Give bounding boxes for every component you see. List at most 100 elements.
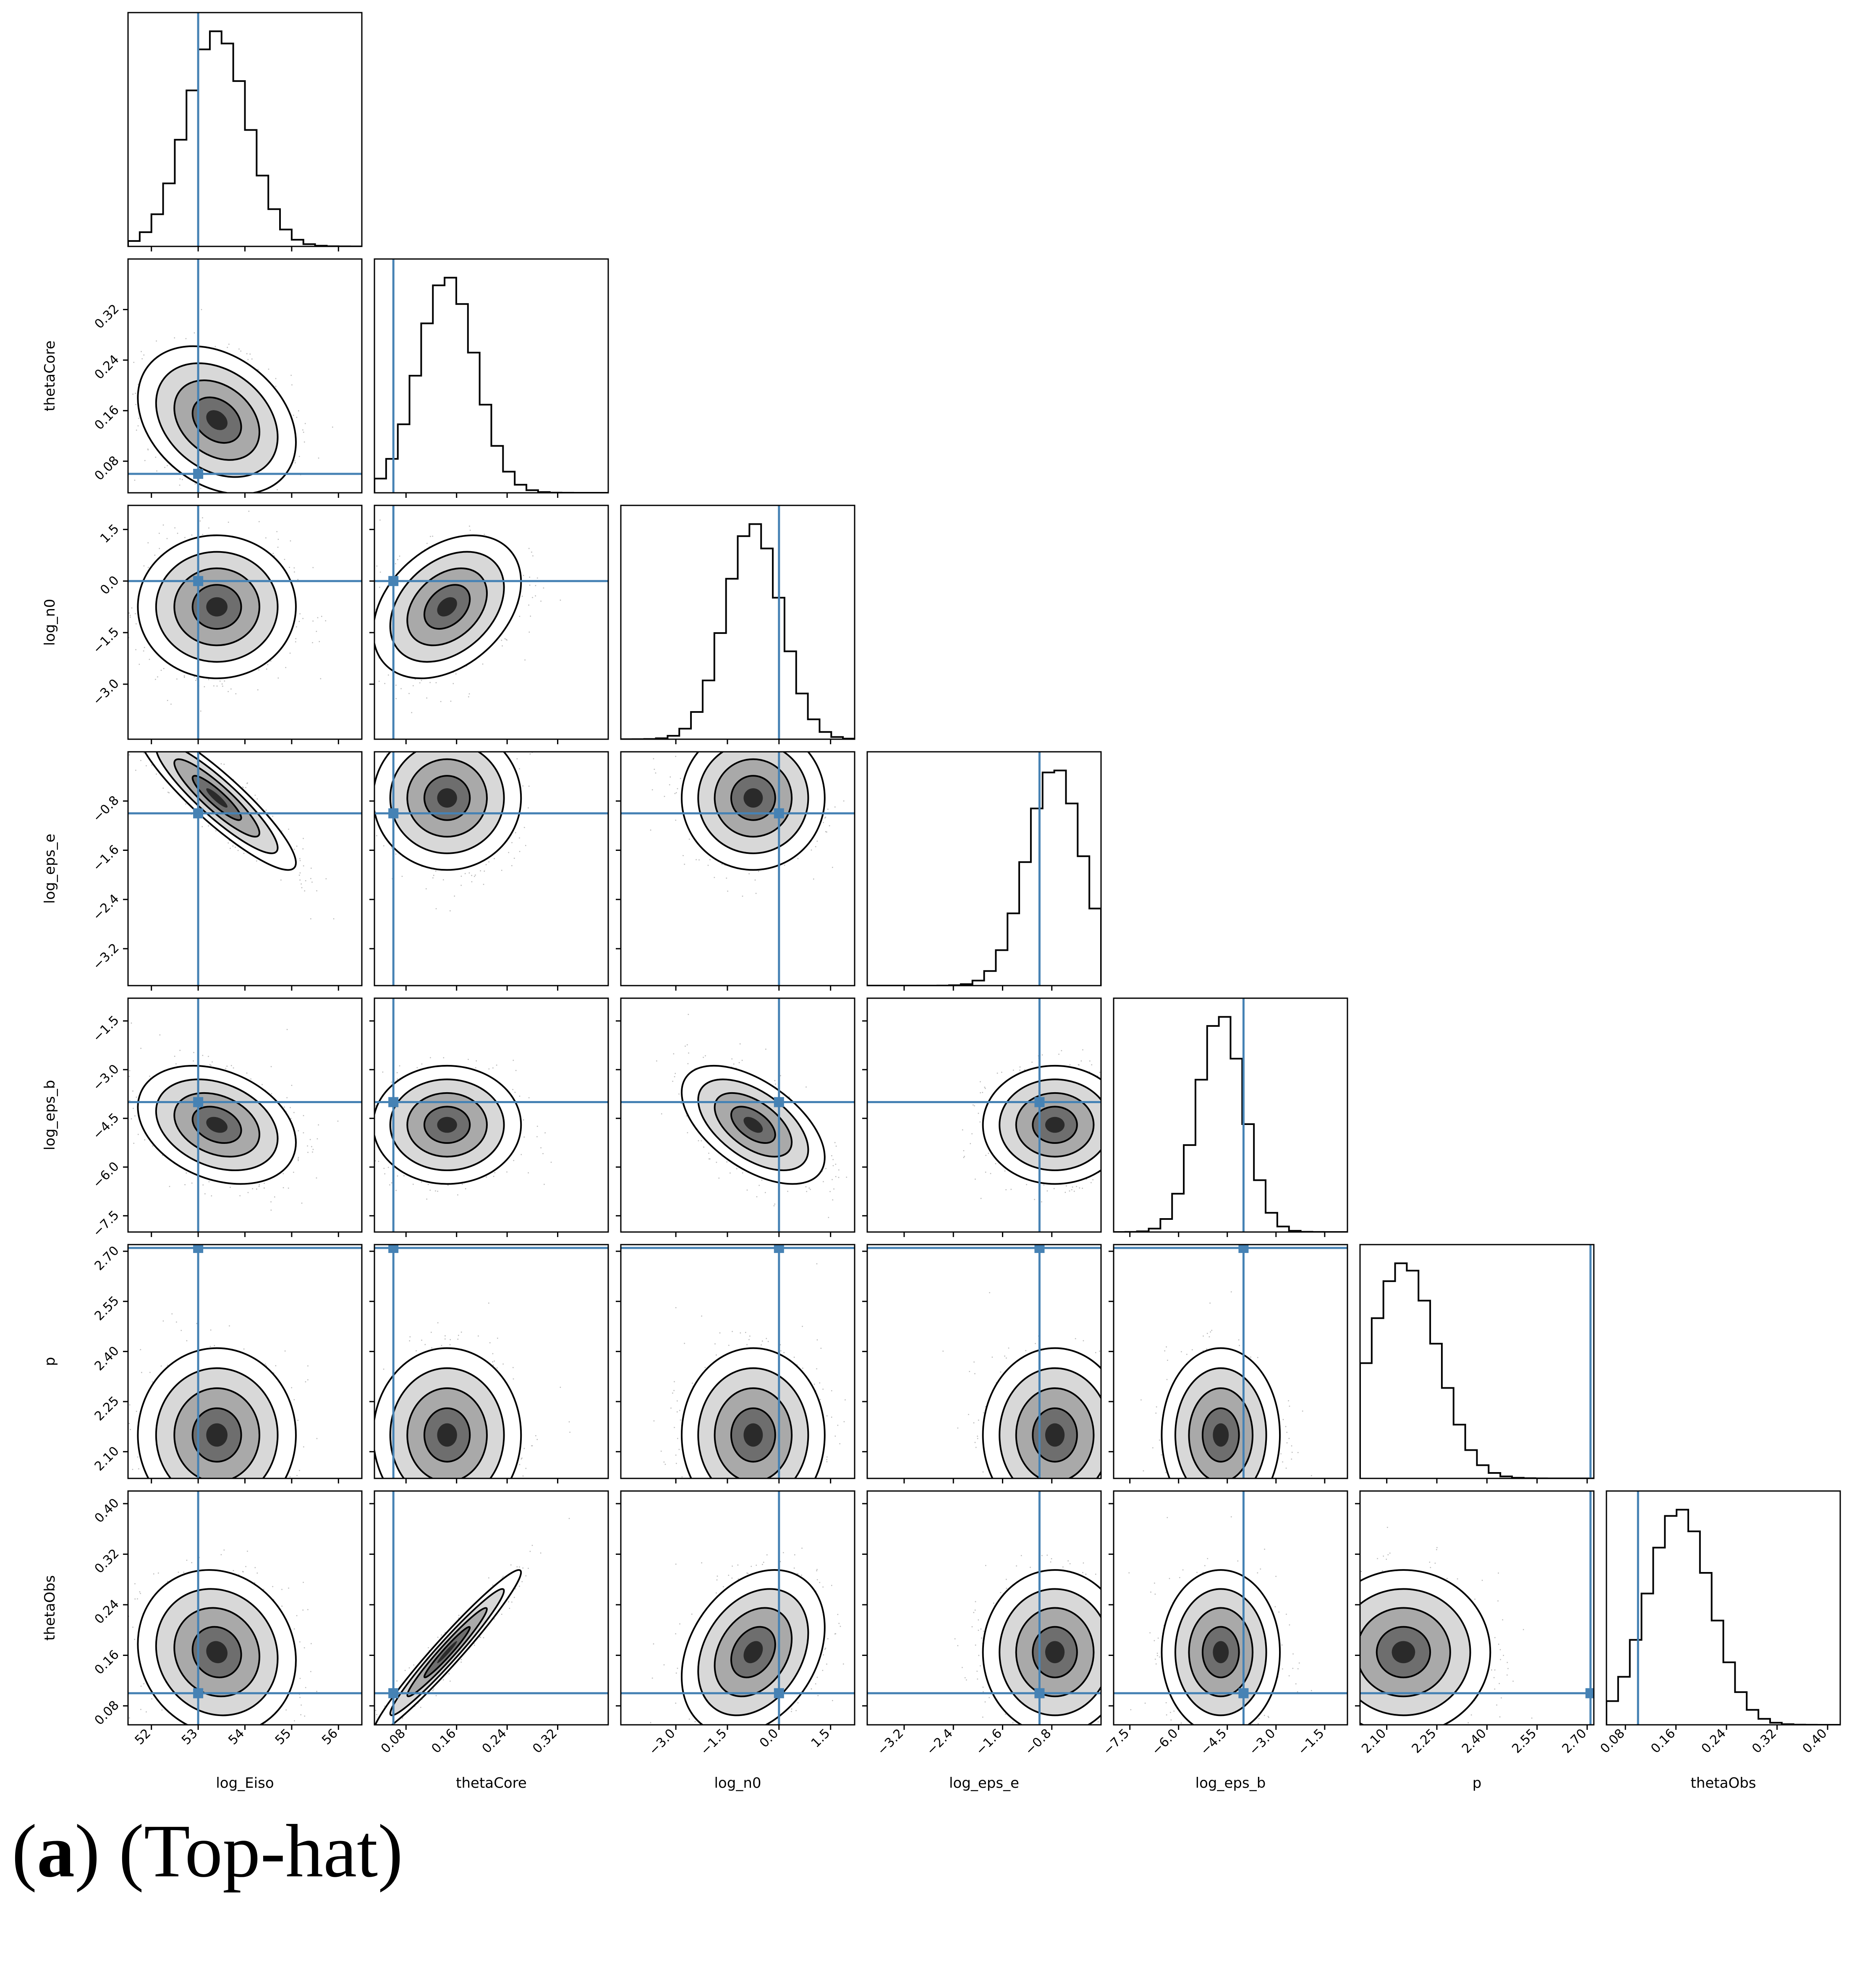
x-tick-label: 0.16 xyxy=(429,1726,459,1756)
contour-level-5 xyxy=(743,1641,763,1664)
y-tick-label: 0.40 xyxy=(92,1496,122,1526)
y-tick-label: −4.5 xyxy=(90,1110,122,1142)
truth-marker xyxy=(193,1245,204,1253)
caption-text: (Top-hat) xyxy=(118,1809,403,1893)
x-axis-label-thetaCore: thetaCore xyxy=(456,1775,527,1792)
contour-level-5 xyxy=(1392,1641,1415,1664)
y-tick-label: −1.5 xyxy=(90,625,122,657)
hist-panel-log_Eiso xyxy=(127,12,363,251)
panel-frame xyxy=(374,505,609,740)
y-tick-label: 2.10 xyxy=(92,1444,122,1474)
x-tick-label: −3.0 xyxy=(646,1726,678,1758)
panel-frame xyxy=(620,505,855,740)
hist-panel-p xyxy=(1359,1244,1595,1483)
x-tick-label: 2.55 xyxy=(1509,1726,1539,1756)
panel-frame xyxy=(127,751,363,986)
contour-level-5 xyxy=(1045,1641,1065,1664)
x-axis-label-log_eps_e: log_eps_e xyxy=(949,1775,1019,1792)
x-tick-label: −1.5 xyxy=(698,1726,730,1758)
y-tick-label: −0.8 xyxy=(90,793,122,825)
y-tick-label: 2.40 xyxy=(92,1344,122,1374)
x-tick-label: −6.0 xyxy=(1149,1726,1181,1758)
y-tick-label: −3.0 xyxy=(90,1062,122,1093)
truth-marker xyxy=(1585,1688,1594,1698)
panel-frame xyxy=(374,1244,609,1479)
scatter-panel-log_eps_b-vs-log_eps_e xyxy=(862,997,1102,1237)
contour-level-5 xyxy=(1045,1423,1065,1447)
truth-marker xyxy=(1238,1245,1249,1253)
x-tick-label: 54 xyxy=(225,1726,247,1748)
scatter-panel-thetaCore-vs-log_Eiso: 0.08 0.16 0.24 0.32 xyxy=(92,258,363,498)
y-tick-label: −1.6 xyxy=(90,842,122,874)
figure-caption: (a) (Top-hat) xyxy=(12,1809,403,1893)
x-tick-label: 0.24 xyxy=(479,1726,510,1756)
truth-marker xyxy=(774,1688,784,1698)
y-axis-label-log_eps_e: log_eps_e xyxy=(42,834,58,904)
truth-marker xyxy=(1238,1688,1249,1698)
contour-level-5 xyxy=(437,1641,457,1664)
y-tick-label: 0.32 xyxy=(92,301,122,332)
y-tick-label: 0.24 xyxy=(92,352,122,382)
scatter-panel-p-vs-log_eps_e xyxy=(862,1244,1102,1483)
truth-marker xyxy=(193,468,204,479)
x-axis-label-log_Eiso: log_Eiso xyxy=(216,1775,274,1792)
y-tick-label: 2.70 xyxy=(92,1243,122,1274)
scatter-panel-log_eps_e-vs-log_n0 xyxy=(616,751,855,991)
contour-level-5 xyxy=(206,410,228,430)
truth-marker xyxy=(1034,1097,1045,1107)
x-tick-label: 56 xyxy=(319,1726,341,1748)
histogram-thetaObs xyxy=(1606,1509,1840,1725)
x-tick-label: 0.08 xyxy=(378,1726,408,1756)
y-tick-label: 0.16 xyxy=(92,403,122,433)
scatter-panel-thetaObs-vs-log_n0: −3.0 −1.5 0.0 1.5 xyxy=(616,1490,855,1758)
scatter-panel-log_eps_b-vs-log_Eiso: −7.5 −6.0 −4.5 −3.0 −1.5 xyxy=(90,997,363,1240)
y-tick-label: 0.08 xyxy=(92,453,122,484)
contour-level-5 xyxy=(743,1423,763,1447)
contour-level-5 xyxy=(743,1117,763,1133)
contour-level-5 xyxy=(437,597,457,617)
contour-level-5 xyxy=(1213,1641,1229,1664)
truth-marker xyxy=(388,1097,399,1107)
scatter-panel-thetaObs-vs-p: 2.10 2.25 2.40 2.55 2.70 xyxy=(1355,1490,1595,1756)
hist-panel-thetaObs: 0.08 0.16 0.24 0.32 0.40 xyxy=(1598,1490,1841,1756)
truth-marker xyxy=(1034,1245,1045,1253)
x-tick-label: 1.5 xyxy=(808,1726,833,1750)
x-tick-label: −3.0 xyxy=(1246,1726,1278,1758)
y-tick-label: −6.0 xyxy=(90,1159,122,1191)
histogram-log_n0 xyxy=(621,523,855,739)
panel-frame xyxy=(620,1244,855,1479)
truth-marker xyxy=(193,1688,204,1698)
contour-level-5 xyxy=(1213,1423,1229,1447)
panel-frame xyxy=(1113,1490,1348,1726)
y-tick-label: 2.55 xyxy=(92,1293,122,1324)
panel-frame xyxy=(1113,1244,1348,1479)
x-tick-label: −2.4 xyxy=(924,1726,956,1758)
y-tick-label: 0.24 xyxy=(92,1597,122,1627)
x-tick-label: 2.10 xyxy=(1359,1726,1389,1756)
x-axis-label-log_n0: log_n0 xyxy=(714,1775,761,1792)
scatter-panel-thetaObs-vs-log_Eiso: 52 53 54 55 56 0.08 0.16 0.24 0.32 0.40 xyxy=(92,1490,363,1748)
scatter-panel-p-vs-log_Eiso: 2.10 2.25 2.40 2.55 2.70 xyxy=(92,1243,363,1483)
contour-level-5 xyxy=(206,1117,228,1133)
panel-frame xyxy=(866,1490,1102,1726)
contour-level-5 xyxy=(437,1423,457,1447)
y-axis-label-thetaCore: thetaCore xyxy=(42,340,58,411)
hist-panel-log_eps_e xyxy=(866,751,1102,991)
x-tick-label: 0.0 xyxy=(757,1726,781,1750)
y-tick-label: 0.16 xyxy=(92,1647,122,1677)
contour-level-5 xyxy=(206,788,228,808)
y-tick-label: −3.0 xyxy=(90,676,122,708)
truth-marker xyxy=(774,1245,784,1253)
panel-frame xyxy=(1113,997,1348,1233)
panel-frame xyxy=(866,751,1102,986)
truth-marker xyxy=(193,808,204,819)
panel-frame xyxy=(866,1244,1102,1479)
truth-marker xyxy=(388,576,399,586)
histogram-log_eps_b xyxy=(1114,1016,1347,1232)
y-tick-label: −3.2 xyxy=(90,941,122,973)
x-tick-label: 0.40 xyxy=(1800,1726,1830,1756)
y-axis-label-log_eps_b: log_eps_b xyxy=(42,1080,58,1151)
y-tick-label: 1.5 xyxy=(97,521,122,546)
x-tick-label: −1.5 xyxy=(1295,1726,1327,1758)
x-tick-label: −1.6 xyxy=(973,1726,1005,1758)
